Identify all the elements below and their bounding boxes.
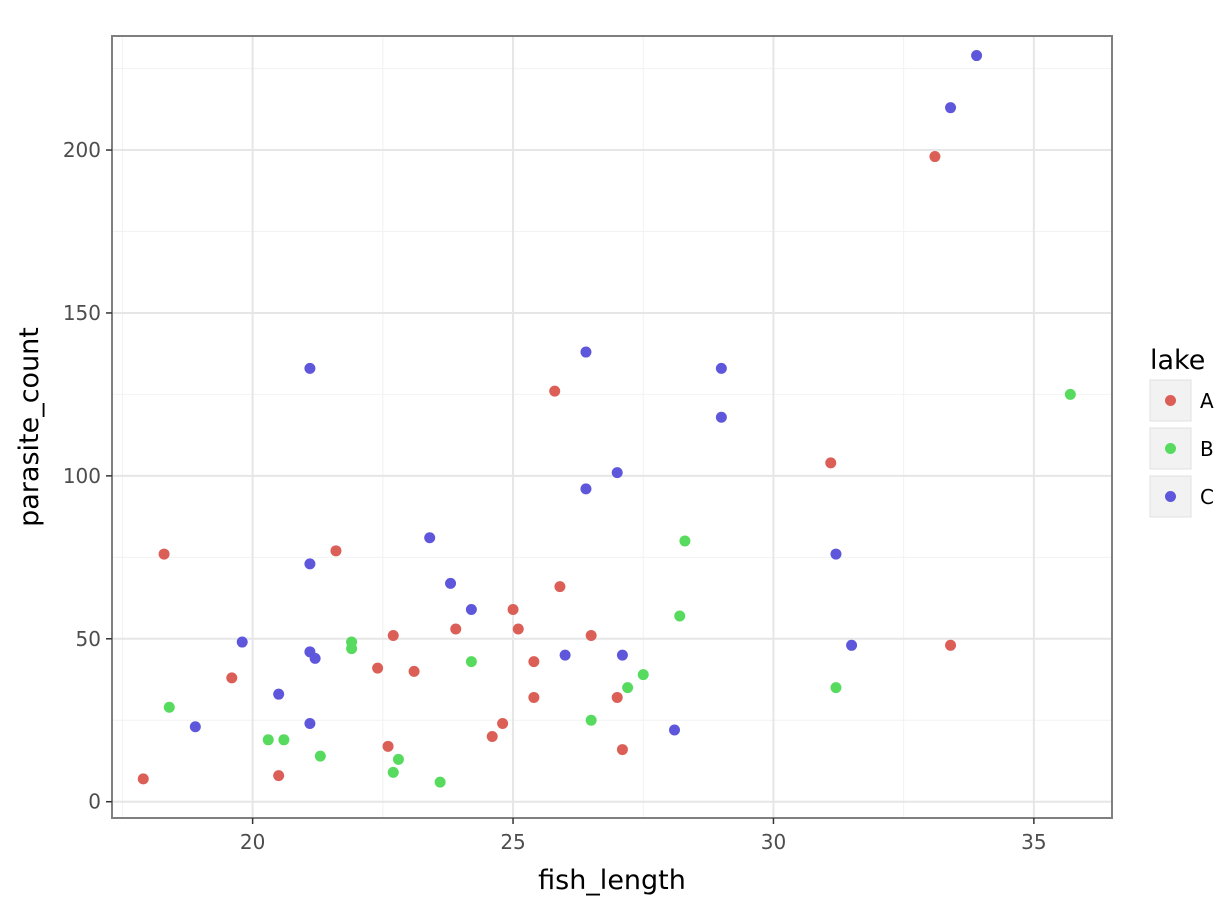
data-point-B [674, 610, 686, 622]
data-point-A [507, 603, 519, 615]
x-tick-label: 25 [500, 830, 525, 854]
data-point-C [616, 649, 628, 661]
data-point-A [497, 718, 509, 730]
data-point-B [585, 714, 597, 726]
y-tick-label: 50 [76, 627, 101, 651]
data-point-B [278, 734, 290, 746]
data-point-C [559, 649, 571, 661]
y-tick-label: 150 [63, 301, 101, 325]
data-point-B [622, 682, 634, 694]
y-axis-title: parasite_count [14, 327, 45, 527]
data-point-C [304, 558, 316, 570]
legend: lake ABC [1149, 345, 1214, 518]
data-point-A [226, 672, 238, 684]
legend-swatch-B [1165, 443, 1176, 454]
data-point-A [616, 744, 628, 756]
data-point-A [528, 691, 540, 703]
data-point-C [465, 603, 477, 615]
data-point-C [189, 721, 201, 733]
data-point-A [554, 581, 566, 593]
data-point-A [137, 773, 149, 785]
minor-gridlines [112, 36, 1112, 818]
data-point-A [945, 639, 957, 651]
data-point-A [382, 740, 394, 752]
data-point-B [163, 701, 175, 713]
y-tick-label: 200 [63, 138, 101, 162]
legend-swatch-A [1165, 395, 1176, 406]
data-point-B [1064, 388, 1076, 400]
data-point-A [158, 548, 170, 560]
legend-swatch-C [1165, 491, 1176, 502]
panel-border [111, 35, 1113, 819]
data-points [137, 50, 1076, 788]
data-point-A [929, 151, 941, 163]
data-point-A [273, 770, 285, 782]
major-gridlines [112, 36, 1112, 818]
data-point-A [611, 691, 623, 703]
data-point-C [971, 50, 983, 62]
data-point-C [424, 532, 436, 544]
data-point-A [450, 623, 462, 635]
data-point-A [549, 385, 561, 397]
data-point-B [434, 776, 446, 788]
data-point-B [392, 753, 404, 765]
data-point-A [330, 545, 342, 557]
plot-panel [111, 35, 1113, 819]
data-point-A [585, 630, 597, 642]
y-tick-label: 0 [88, 790, 101, 814]
data-point-C [580, 346, 592, 358]
data-point-C [945, 102, 957, 114]
panel-background [112, 36, 1112, 818]
data-point-C [304, 718, 316, 730]
x-tick-label: 30 [761, 830, 786, 854]
data-point-B [346, 643, 358, 655]
data-point-C [611, 467, 623, 479]
legend-label-C: C [1200, 485, 1214, 509]
data-point-B [314, 750, 326, 762]
data-point-C [715, 411, 727, 423]
data-point-C [445, 577, 457, 589]
data-point-A [372, 662, 384, 674]
data-point-A [387, 630, 399, 642]
x-axis-title: fish_length [538, 865, 686, 896]
data-point-B [262, 734, 274, 746]
legend-label-B: B [1200, 437, 1214, 461]
y-tick-label: 100 [63, 464, 101, 488]
y-axis: 0 50 100 150 200 [63, 138, 112, 814]
data-point-B [830, 682, 842, 694]
data-point-C [669, 724, 680, 736]
data-point-A [528, 656, 540, 668]
data-point-B [465, 656, 477, 668]
x-tick-label: 20 [240, 830, 265, 854]
data-point-A [825, 457, 837, 469]
x-tick-label: 35 [1021, 830, 1046, 854]
data-point-B [637, 669, 649, 681]
data-point-C [846, 639, 858, 651]
data-point-C [236, 636, 248, 648]
data-point-C [715, 362, 727, 374]
legend-title: lake [1150, 345, 1205, 376]
data-point-A [486, 731, 498, 743]
data-point-C [309, 652, 321, 664]
data-point-B [387, 766, 399, 778]
data-point-C [830, 548, 842, 560]
data-point-C [273, 688, 285, 700]
x-axis: 20 25 30 35 [240, 818, 1047, 854]
data-point-C [304, 362, 316, 374]
data-point-A [512, 623, 524, 635]
data-point-C [580, 483, 592, 495]
data-point-B [679, 535, 691, 547]
data-point-A [408, 665, 420, 677]
legend-label-A: A [1200, 389, 1214, 413]
